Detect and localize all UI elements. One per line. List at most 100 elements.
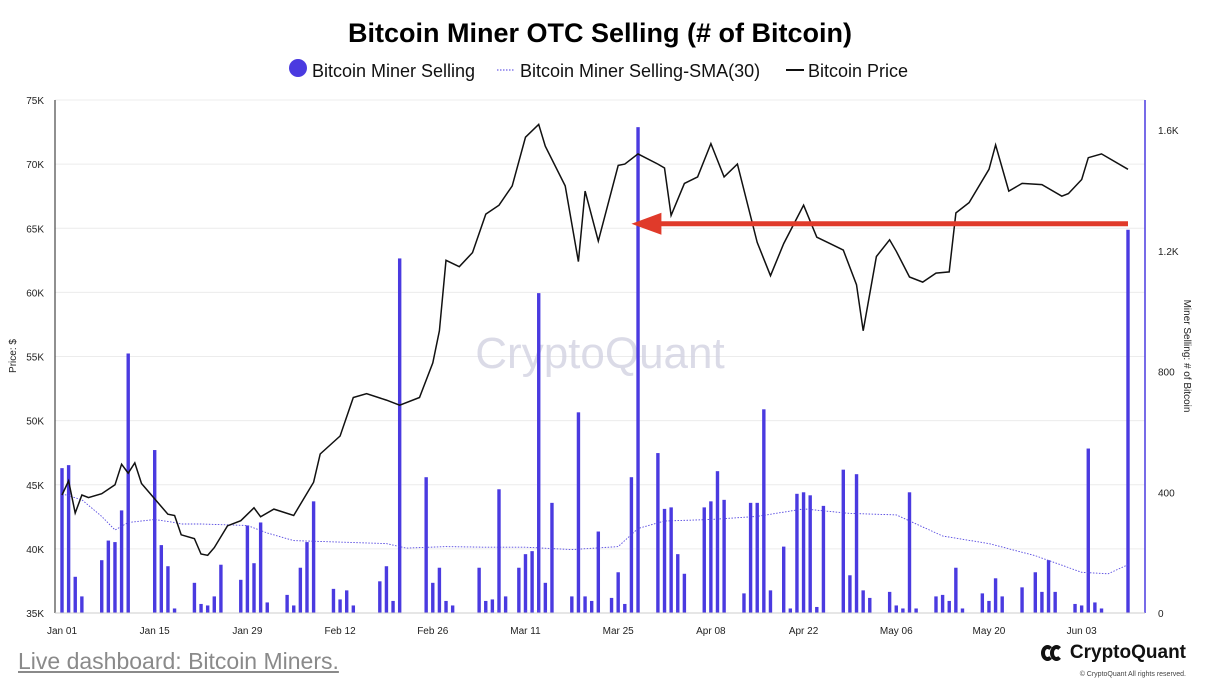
left-tick-label: 50K — [26, 417, 44, 428]
bar — [384, 566, 389, 613]
bar — [212, 596, 216, 613]
right-tick-label: 1.2K — [1158, 247, 1179, 258]
bar — [788, 608, 793, 613]
left-tick-label: 45K — [26, 481, 44, 492]
bar — [265, 602, 269, 613]
bar — [1020, 587, 1024, 613]
bar — [152, 450, 157, 613]
bar — [914, 608, 918, 613]
right-tick-label: 400 — [1158, 488, 1175, 499]
grid — [55, 99, 1145, 550]
bar — [378, 581, 382, 613]
bar — [815, 606, 819, 613]
bar — [351, 605, 356, 613]
bar — [676, 554, 680, 613]
bar — [808, 495, 812, 613]
bar — [887, 591, 892, 613]
miner-selling-bars — [60, 127, 1130, 614]
bar — [192, 582, 197, 613]
arrow-head — [631, 212, 662, 235]
bar — [1073, 603, 1077, 613]
right-axis: 0 400 800 1.2K 1.6K — [1158, 126, 1179, 620]
brand-text: CryptoQuant — [1069, 642, 1186, 663]
bar — [596, 531, 601, 613]
bar — [980, 593, 985, 613]
bar — [1000, 596, 1004, 613]
x-tick-label: Mar 25 — [603, 626, 635, 637]
bar — [523, 554, 528, 613]
bar — [682, 573, 687, 613]
bar — [623, 603, 627, 613]
price-line — [61, 123, 1129, 557]
bar — [662, 508, 667, 613]
bar — [782, 546, 786, 613]
brand-name: CryptoQuant — [1040, 642, 1186, 664]
bar — [801, 492, 806, 613]
bar — [907, 492, 912, 613]
right-tick-label: 0 — [1158, 609, 1164, 620]
bar — [450, 605, 455, 613]
bar — [987, 600, 991, 613]
x-tick-label: Jan 29 — [232, 626, 262, 637]
bar — [894, 605, 898, 613]
x-tick-label: Jun 03 — [1067, 626, 1097, 637]
legend-label-miner-selling: Bitcoin Miner Selling — [312, 61, 475, 81]
bar — [1033, 572, 1038, 613]
left-tick-label: 35K — [26, 609, 44, 620]
right-tick-label: 1.6K — [1158, 126, 1179, 137]
bar — [715, 471, 720, 613]
bar — [292, 605, 296, 613]
dashboard-link[interactable]: Live dashboard: Bitcoin Miners. — [18, 648, 339, 674]
bar — [444, 600, 448, 613]
bar — [285, 594, 289, 613]
x-tick-label: Apr 22 — [789, 626, 819, 637]
left-tick-label: 40K — [26, 545, 44, 556]
bar — [431, 582, 435, 613]
bar — [629, 477, 634, 613]
bar — [576, 412, 581, 613]
bar — [298, 567, 303, 613]
bar — [66, 465, 71, 613]
bar — [702, 507, 706, 613]
bar — [940, 594, 945, 613]
bar — [484, 600, 488, 613]
bar — [868, 597, 872, 613]
copyright: © CryptoQuant All rights reserved. — [1079, 671, 1186, 678]
bar — [1126, 229, 1130, 613]
bar — [252, 563, 256, 613]
watermark: CryptoQuant — [475, 329, 724, 378]
x-tick-label: May 06 — [880, 626, 913, 637]
bar — [669, 507, 673, 613]
bar — [219, 564, 223, 613]
bar — [239, 579, 243, 613]
bar — [490, 599, 495, 613]
bar — [762, 409, 766, 613]
bar — [742, 593, 746, 613]
left-tick-label: 60K — [26, 288, 44, 299]
bar — [1093, 602, 1097, 613]
legend: Bitcoin Miner Selling Bitcoin Miner Sell… — [289, 59, 908, 81]
x-tick-label: Mar 11 — [510, 626, 541, 637]
bar — [258, 522, 263, 613]
x-axis: Jan 01 Jan 15 Jan 29 Feb 12 Feb 26 Mar 11 Mar … — [47, 626, 1097, 637]
bar — [636, 127, 640, 614]
bar — [609, 597, 614, 613]
bar — [530, 551, 534, 613]
x-tick-label: May 20 — [973, 626, 1006, 637]
legend-marker-miner-selling — [289, 59, 307, 77]
bar — [311, 501, 316, 613]
bar — [119, 510, 124, 613]
bar — [106, 540, 111, 613]
bar — [901, 608, 905, 613]
legend-label-price: Bitcoin Price — [808, 61, 908, 81]
bar — [616, 572, 620, 613]
bar — [1079, 605, 1084, 613]
left-tick-label: 65K — [26, 224, 44, 235]
bar — [821, 505, 826, 613]
bar — [722, 499, 726, 613]
bar — [199, 603, 203, 613]
bar — [503, 596, 508, 613]
bar — [397, 258, 402, 613]
bar — [245, 525, 250, 613]
cryptoquant-logo-icon — [1040, 643, 1065, 663]
